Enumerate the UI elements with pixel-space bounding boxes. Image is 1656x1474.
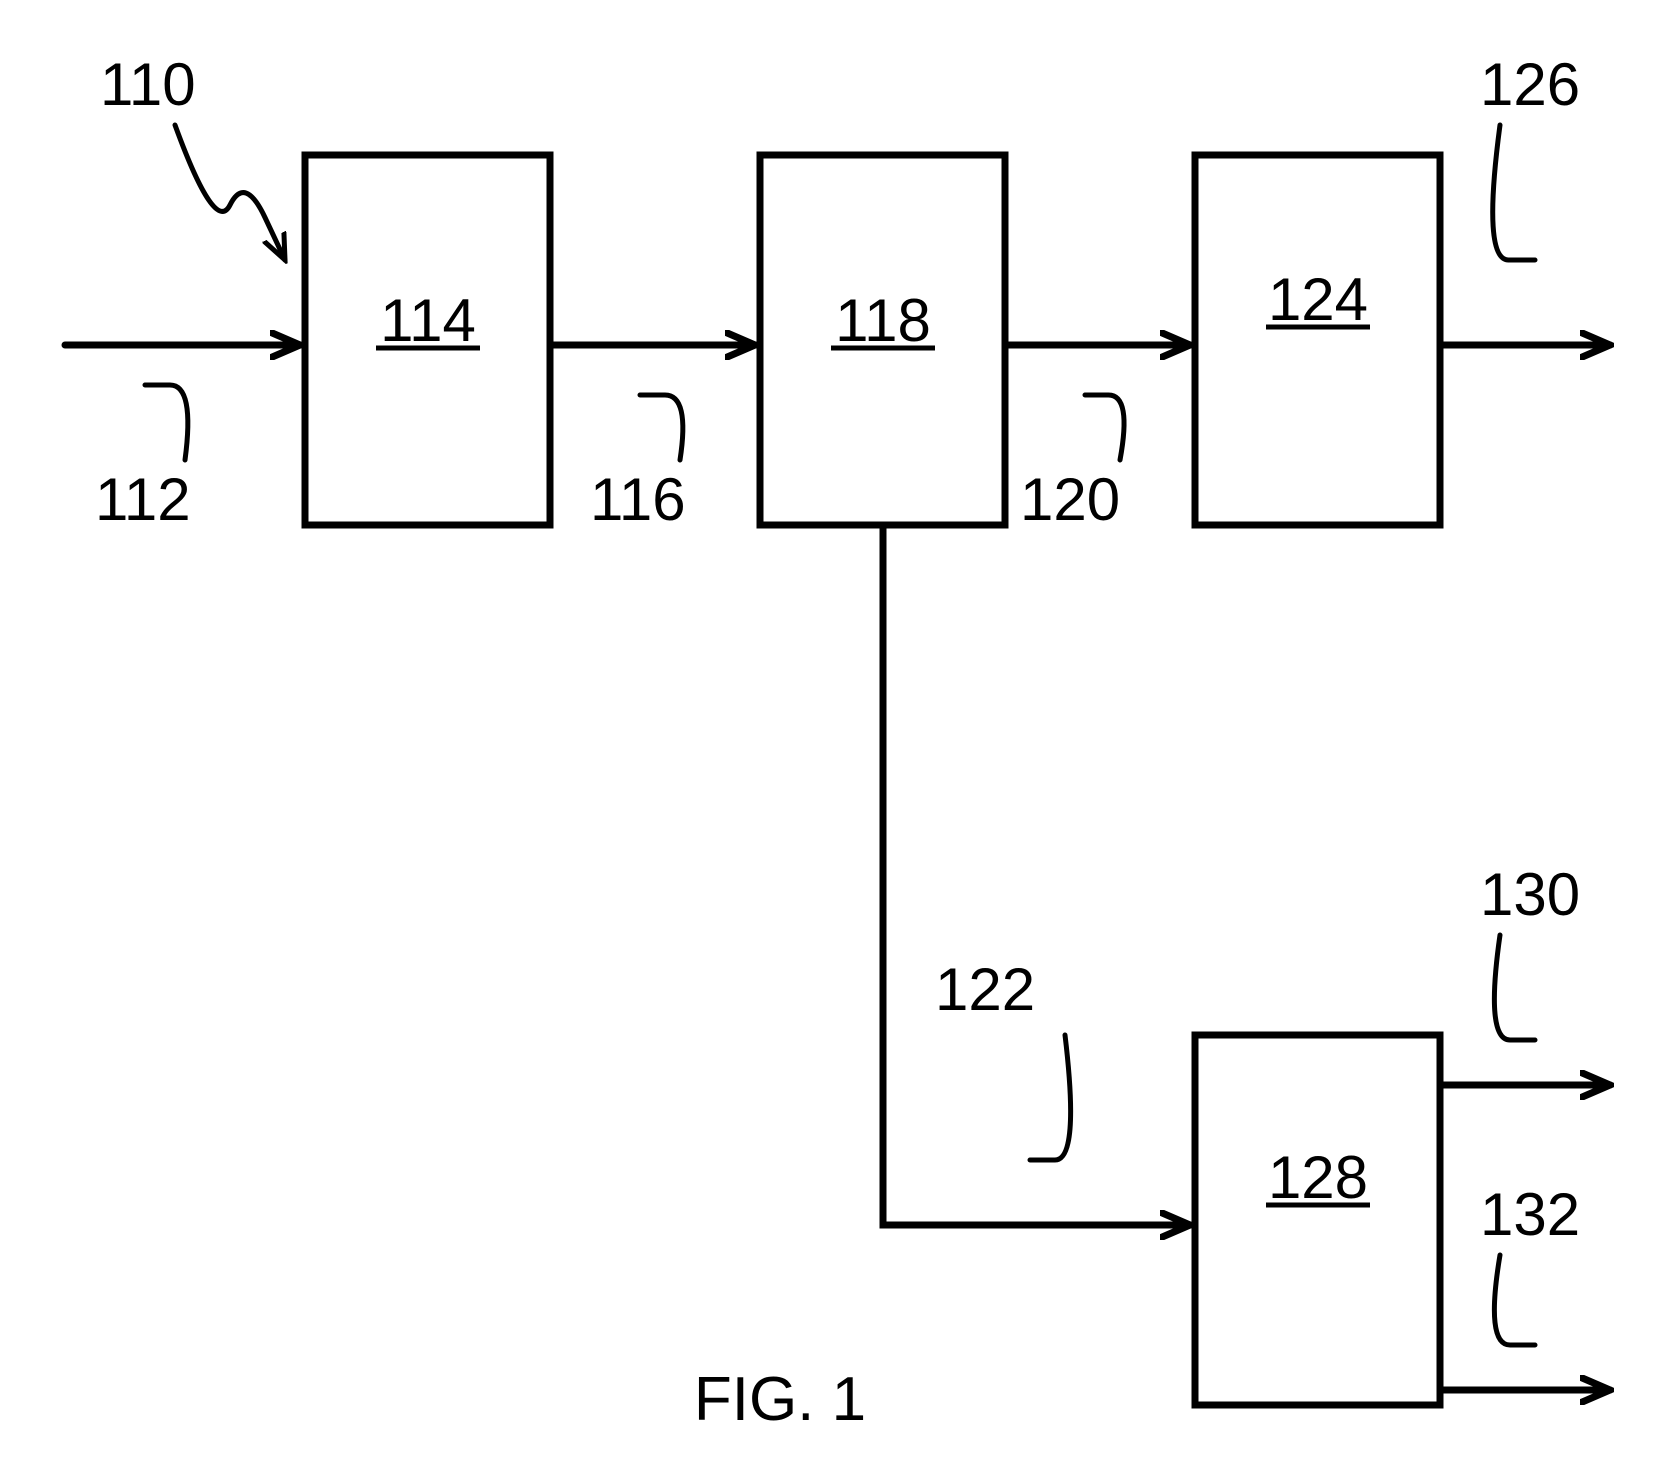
block-114: 114 xyxy=(305,155,550,525)
ref-label: 120 xyxy=(1020,466,1120,533)
leader-line xyxy=(1493,125,1535,260)
leader-line xyxy=(1494,1255,1535,1345)
ref-label: 126 xyxy=(1480,51,1580,118)
block-118: 118 xyxy=(760,155,1005,525)
flow-e122 xyxy=(883,525,1190,1225)
ref-110: 110 xyxy=(100,51,285,260)
ref-126: 126 xyxy=(1480,51,1580,260)
ref-label: 112 xyxy=(95,466,191,533)
block-label: 114 xyxy=(380,287,476,354)
ref-116: 116 xyxy=(590,395,686,533)
leader-line xyxy=(1030,1035,1071,1160)
ref-label: 122 xyxy=(935,956,1035,1023)
figure-caption: FIG. 1 xyxy=(694,1365,866,1434)
block-128: 128 xyxy=(1195,1035,1440,1405)
leader-line xyxy=(1085,395,1124,460)
leader-line xyxy=(640,395,683,460)
block-label: 128 xyxy=(1268,1144,1368,1211)
ref-label: 130 xyxy=(1480,861,1580,928)
ref-120: 120 xyxy=(1020,395,1124,533)
ref-112: 112 xyxy=(95,385,191,533)
block-label: 124 xyxy=(1268,266,1368,333)
ref-label: 110 xyxy=(100,51,196,118)
leader-line xyxy=(175,125,285,260)
ref-132: 132 xyxy=(1480,1181,1580,1345)
block-124: 124 xyxy=(1195,155,1440,525)
ref-label: 116 xyxy=(590,466,686,533)
leader-line xyxy=(145,385,188,460)
block-label: 118 xyxy=(835,287,931,354)
leader-line xyxy=(1494,935,1535,1040)
ref-130: 130 xyxy=(1480,861,1580,1040)
ref-label: 132 xyxy=(1480,1181,1580,1248)
ref-122: 122 xyxy=(935,956,1071,1160)
